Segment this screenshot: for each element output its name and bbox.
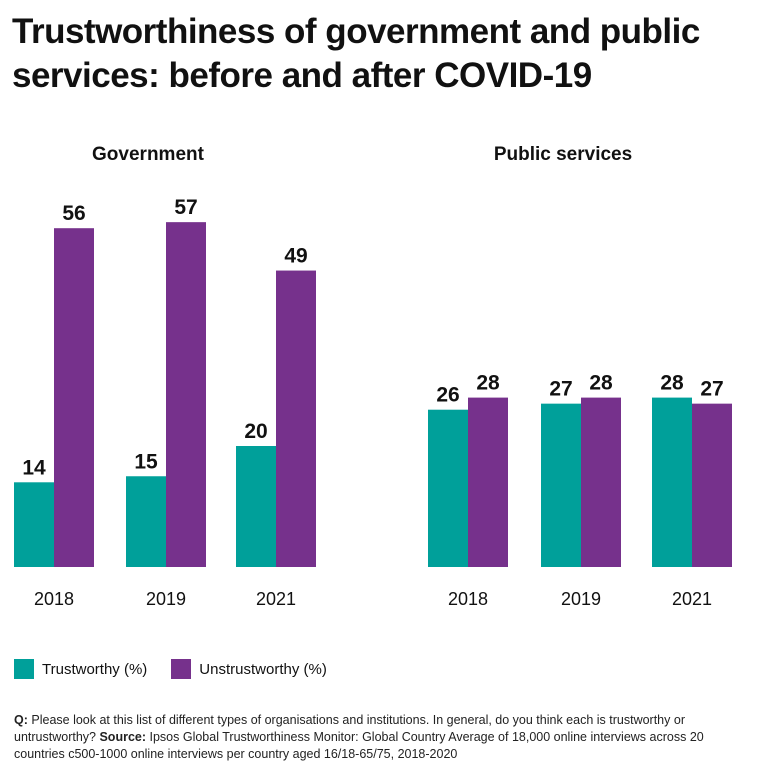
- footnote-source: Ipsos Global Trustworthiness Monitor: Gl…: [14, 730, 704, 761]
- panel-title: Public services: [494, 144, 632, 165]
- bar-untrustworthy: [54, 228, 94, 567]
- footnote-q-label: Q:: [14, 713, 28, 727]
- data-label: 20: [244, 420, 267, 443]
- bar-untrustworthy: [276, 270, 316, 567]
- panel-title: Government: [92, 144, 205, 165]
- title-line-2: services: before and after COVID-19: [12, 56, 592, 95]
- data-label: 28: [660, 372, 684, 395]
- category-label: 2019: [146, 589, 186, 609]
- data-label: 56: [62, 202, 85, 225]
- legend-swatch-untrustworthy: [171, 659, 192, 679]
- category-label: 2021: [256, 589, 296, 609]
- footnote-question: Please look at this list of different ty…: [14, 713, 685, 744]
- legend: Trustworthy (%) Unstrustworthy (%): [14, 658, 351, 680]
- bar-untrustworthy: [581, 397, 621, 567]
- legend-label-untrustworthy: Unstrustworthy (%): [199, 660, 327, 678]
- bar-trustworthy: [428, 409, 468, 567]
- bar-untrustworthy: [692, 403, 732, 567]
- footnote: Q: Please look at this list of different…: [14, 712, 754, 763]
- category-label: 2018: [34, 589, 74, 609]
- bar-trustworthy: [541, 403, 581, 567]
- legend-item-untrustworthy: Unstrustworthy (%): [171, 659, 327, 679]
- title-line-1: Trustworthiness of government and public: [12, 12, 700, 51]
- bar-untrustworthy: [166, 222, 206, 567]
- category-label: 2021: [672, 589, 712, 609]
- bar-trustworthy: [14, 482, 54, 567]
- chart-title: Trustworthiness of government and public…: [12, 10, 752, 98]
- bar-trustworthy: [652, 397, 692, 567]
- data-label: 27: [549, 378, 572, 401]
- data-label: 49: [284, 245, 307, 268]
- category-label: 2019: [561, 589, 601, 609]
- legend-swatch-trustworthy: [14, 659, 34, 679]
- footnote-source-label: Source:: [99, 730, 147, 744]
- legend-item-trustworthy: Trustworthy (%): [14, 659, 147, 679]
- data-label: 28: [476, 372, 500, 395]
- bar-trustworthy: [236, 446, 276, 567]
- data-label: 26: [436, 384, 459, 407]
- data-label: 28: [589, 372, 613, 395]
- data-label: 15: [134, 450, 158, 473]
- data-label: 14: [22, 456, 46, 479]
- bar-untrustworthy: [468, 397, 508, 567]
- data-label: 57: [174, 196, 197, 219]
- category-label: 2018: [448, 589, 488, 609]
- bar-trustworthy: [126, 476, 166, 567]
- legend-label-trustworthy: Trustworthy (%): [42, 660, 148, 678]
- data-label: 27: [700, 378, 723, 401]
- bar-charts: Government 14 56 2018 15 57 2019 20 49 2021 Public…: [14, 144, 732, 609]
